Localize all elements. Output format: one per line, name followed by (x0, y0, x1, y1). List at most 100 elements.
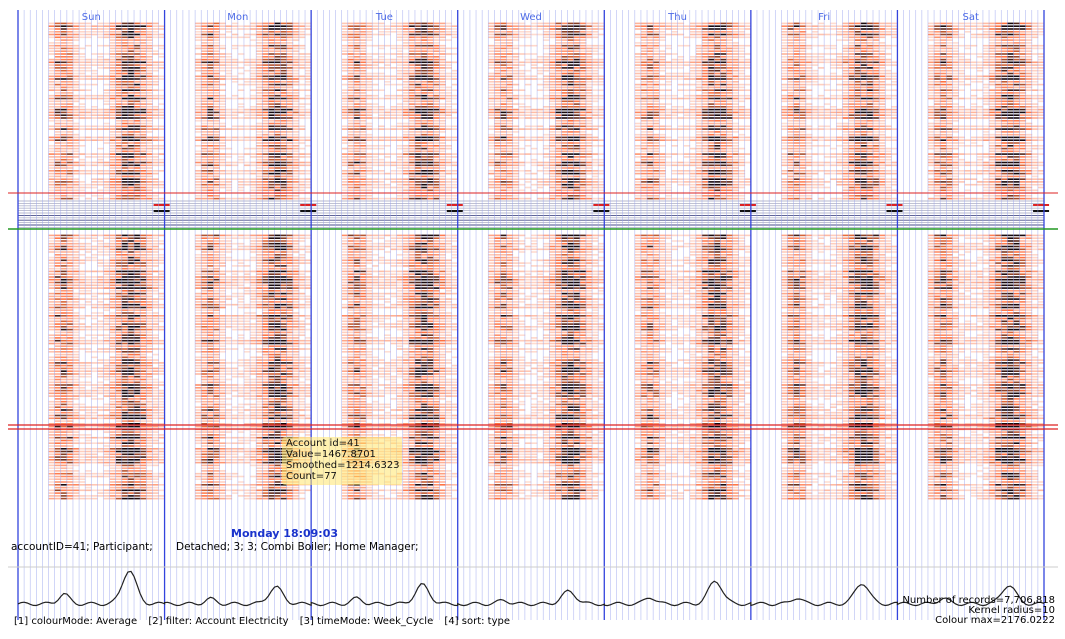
heat-cell (238, 53, 245, 55)
heat-cell (1020, 59, 1027, 61)
heat-cell (256, 34, 263, 36)
heat-cell (256, 70, 263, 72)
heat-cell (690, 25, 697, 27)
heat-cell (959, 142, 966, 144)
heat-cell (366, 37, 373, 39)
heat-cell (403, 114, 410, 116)
heat-cell (378, 48, 385, 50)
heat-cell (110, 139, 117, 141)
heat-cell (678, 45, 685, 47)
heat-cell (91, 31, 98, 33)
heat-cell (354, 76, 361, 78)
heat-cell (940, 134, 947, 136)
heat-cell (415, 48, 422, 50)
heat-cell (555, 87, 562, 89)
heat-cell (250, 45, 257, 47)
heat-cell (61, 39, 68, 41)
heat-cell (788, 128, 795, 130)
heat-cell (641, 28, 648, 30)
heat-cell (372, 148, 379, 150)
heat-cell (140, 25, 147, 27)
heat-cell (360, 70, 367, 72)
heat-cell (104, 92, 111, 94)
heat-cell (122, 145, 129, 147)
heat-cell (403, 28, 410, 30)
heat-cell (55, 139, 62, 141)
heat-cell (879, 31, 886, 33)
heat-cell (262, 123, 269, 125)
heat-cell (256, 45, 263, 47)
heat-cell (372, 109, 379, 111)
heat-cell (439, 126, 446, 128)
heat-cell (299, 34, 306, 36)
heat-cell (397, 28, 404, 30)
heat-cell (49, 76, 56, 78)
heat-cell (525, 45, 532, 47)
heat-cell (684, 62, 691, 64)
heat-cell (287, 31, 294, 33)
heat-cell (213, 31, 220, 33)
heat-cell (415, 92, 422, 94)
heat-cell (97, 37, 104, 39)
heat-cell (586, 25, 593, 27)
heat-cell (543, 39, 550, 41)
heat-cell (665, 64, 672, 66)
heat-cell (781, 126, 788, 128)
heat-cell (849, 106, 856, 108)
heat-cell (433, 142, 440, 144)
heat-cell (946, 42, 953, 44)
heat-cell (104, 114, 111, 116)
heat-cell (739, 45, 746, 47)
heat-cell (1001, 126, 1008, 128)
heat-cell (207, 117, 214, 119)
heat-cell (1001, 37, 1008, 39)
heat-cell (427, 134, 434, 136)
heat-cell (855, 145, 862, 147)
heat-cell (446, 126, 453, 128)
heat-cell (232, 78, 239, 80)
heat-cell (85, 112, 92, 114)
heat-cell (268, 84, 275, 86)
heat-cell (592, 117, 599, 119)
heat-cell (555, 92, 562, 94)
heat-cell (256, 128, 263, 130)
heat-cell (287, 114, 294, 116)
heat-cell (885, 25, 892, 27)
heat-cell (232, 25, 239, 27)
heat-cell (1001, 117, 1008, 119)
heat-cell (232, 64, 239, 66)
heat-cell (409, 84, 416, 86)
heat-cell (134, 50, 141, 52)
heat-cell (348, 101, 355, 103)
heat-cell (122, 64, 129, 66)
heat-cell (513, 64, 520, 66)
heat-cell (201, 103, 208, 105)
heat-cell (110, 28, 117, 30)
heat-cell (702, 131, 709, 133)
heat-cell (647, 134, 654, 136)
heat-cell (427, 145, 434, 147)
heat-cell (861, 103, 868, 105)
heat-cell (934, 145, 941, 147)
heat-cell (104, 45, 111, 47)
heat-cell (537, 114, 544, 116)
heat-cell (702, 106, 709, 108)
heat-cell (146, 120, 153, 122)
heat-cell (989, 70, 996, 72)
heat-cell (360, 37, 367, 39)
heat-cell (122, 128, 129, 130)
heat-cell (360, 48, 367, 50)
heat-cell (195, 31, 202, 33)
heat-cell (391, 109, 398, 111)
heat-cell (220, 148, 227, 150)
heat-cell (287, 103, 294, 105)
heat-cell (256, 139, 263, 141)
heat-cell (73, 28, 80, 30)
heat-cell (281, 109, 288, 111)
heat-cell (592, 67, 599, 69)
heat-cell (946, 139, 953, 141)
heat-cell (965, 126, 972, 128)
heat-cell (739, 23, 746, 25)
